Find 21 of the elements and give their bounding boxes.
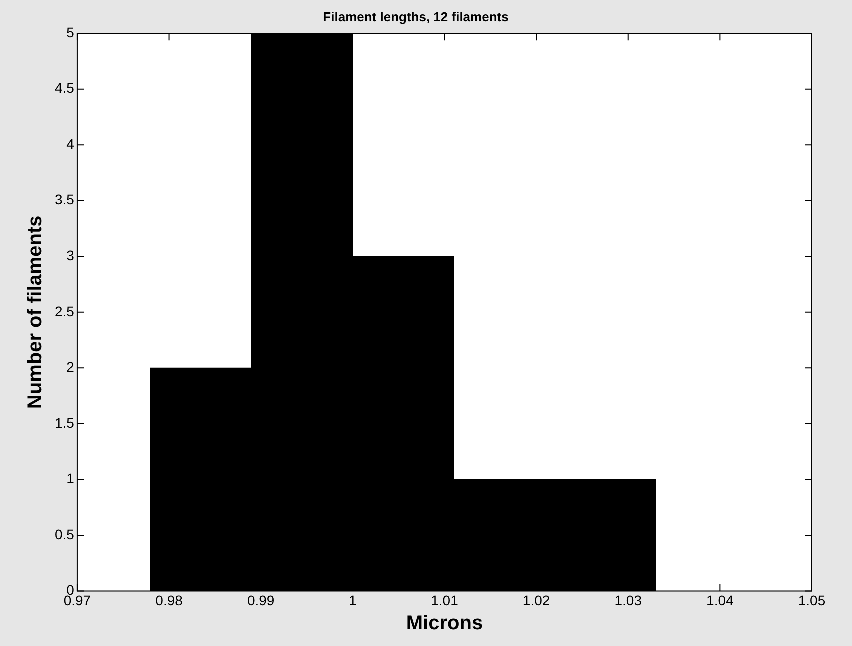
x-tick-label: 1.01 (431, 592, 459, 608)
x-tick-label: 1 (349, 592, 358, 608)
x-tick-label: 0.98 (156, 592, 184, 608)
y-tick-label: 0.5 (54, 526, 75, 542)
y-tick-label: 5 (66, 24, 75, 40)
x-tick-label: 1.04 (706, 592, 734, 608)
y-tick-label: 4 (66, 136, 75, 152)
y-tick-label: 3.5 (54, 192, 75, 208)
x-axis-title: Microns (406, 612, 484, 635)
y-tick-label: 3 (66, 248, 75, 264)
chart-title: Filament lengths, 12 filaments (323, 9, 509, 24)
y-axis-title: Number of filaments (24, 216, 47, 410)
y-tick-label: 4.5 (54, 80, 75, 96)
y-tick-label: 1 (66, 470, 75, 487)
y-tick-label: 1.5 (54, 414, 75, 431)
x-tick-label: 0.99 (247, 592, 275, 608)
y-tick-label: 2.5 (54, 303, 75, 320)
x-tick-label: 1.05 (798, 592, 826, 608)
x-tick-label: 1.02 (522, 592, 550, 608)
y-tick-label: 2 (66, 359, 75, 376)
x-tick-label: 1.03 (614, 592, 642, 608)
